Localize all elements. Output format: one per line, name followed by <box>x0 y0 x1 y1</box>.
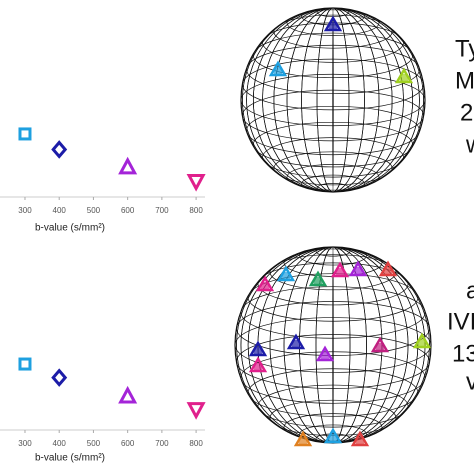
side-label: w <box>465 131 474 158</box>
sphere <box>240 7 426 193</box>
longitude <box>269 247 397 443</box>
longitude <box>315 247 351 443</box>
x-tick-label: 500 <box>87 439 101 448</box>
sphere-outline <box>240 7 426 193</box>
x-tick-label: 400 <box>53 439 67 448</box>
sphere-marker <box>329 22 337 29</box>
x-tick-label: 700 <box>155 206 169 215</box>
longitude <box>252 8 414 192</box>
sphere <box>234 246 432 447</box>
sphere-marker <box>254 363 262 370</box>
x-tick-label: 800 <box>189 439 203 448</box>
longitude <box>316 8 350 192</box>
x-tick-label: 500 <box>87 206 101 215</box>
side-label: v <box>466 368 474 395</box>
x-axis-label: b-value (s/mm²) <box>35 223 105 234</box>
longitude <box>236 247 430 443</box>
x-tick-label: 800 <box>189 206 203 215</box>
sphere-marker <box>321 352 329 359</box>
longitude <box>332 8 334 192</box>
data-point <box>18 127 32 141</box>
x-tick-label: 300 <box>18 206 32 215</box>
sphere-marker <box>356 437 364 444</box>
side-label: 13 <box>452 340 474 367</box>
sphere-marker <box>292 340 300 347</box>
side-label: 27 <box>460 99 474 126</box>
sphere-marker <box>400 74 408 81</box>
longitude <box>242 8 424 192</box>
longitude <box>247 247 419 443</box>
longitude <box>286 8 380 192</box>
data-point <box>186 402 206 420</box>
sphere-marker <box>418 339 426 346</box>
data-point <box>118 385 138 404</box>
sphere-marker <box>299 437 307 444</box>
sphere-marker <box>314 277 322 284</box>
x-tick-label: 300 <box>18 439 32 448</box>
x-tick-label: 600 <box>121 439 135 448</box>
side-label: Ty <box>455 35 474 62</box>
data-point <box>51 368 68 387</box>
longitude <box>332 247 334 443</box>
x-tick-label: 600 <box>121 206 135 215</box>
sphere-marker <box>274 67 282 74</box>
data-point <box>118 156 138 175</box>
longitude <box>273 8 393 192</box>
longitude <box>246 8 420 192</box>
sphere-marker <box>354 267 362 274</box>
sphere-marker <box>384 267 392 274</box>
side-label: a <box>466 277 474 304</box>
side-label: MF <box>455 67 474 94</box>
x-axis-label: b-value (s/mm²) <box>35 453 105 464</box>
x-tick-label: 700 <box>155 439 169 448</box>
data-point <box>18 357 32 371</box>
sphere-marker <box>336 268 344 275</box>
x-tick-label: 400 <box>53 206 67 215</box>
longitude <box>262 8 404 192</box>
sphere-marker <box>329 434 337 441</box>
data-point <box>51 140 68 159</box>
data-point <box>186 173 206 192</box>
sphere-marker <box>261 282 269 289</box>
longitude <box>301 8 365 192</box>
side-label: IVI <box>447 308 474 335</box>
sphere-marker <box>376 343 384 350</box>
sphere-marker <box>282 272 290 279</box>
sphere-marker <box>254 347 262 354</box>
